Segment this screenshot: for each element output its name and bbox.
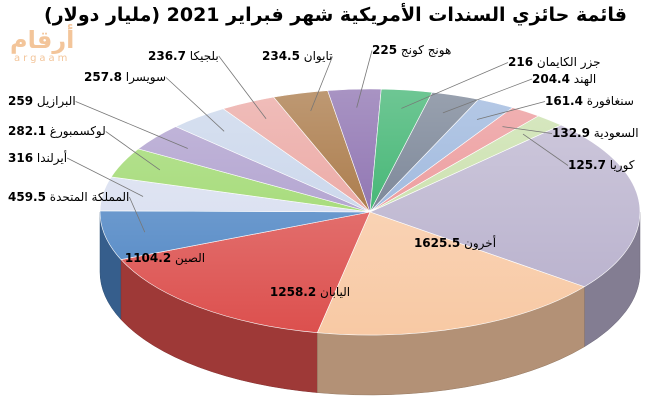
leader-line	[165, 77, 225, 132]
slice-value: 257.8	[84, 70, 122, 84]
slice-value: 216	[508, 55, 533, 69]
slice-name: اليابان	[316, 285, 350, 299]
slice-label: بلجيكا 236.7	[148, 49, 219, 63]
slice-value: 236.7	[148, 49, 186, 63]
slice-label: هونج كونج 225	[372, 43, 451, 58]
logo-arabic-text: أرقام	[10, 26, 75, 54]
slice-label: سويسرا 257.8	[84, 70, 166, 85]
slice-value: 259	[8, 94, 33, 108]
slice-label: المملكة المتحدة 459.5	[8, 190, 129, 204]
slice-label: أخرون 1625.5	[414, 235, 496, 251]
leader-line	[476, 101, 546, 120]
slice-label: الهند 204.4	[532, 72, 596, 86]
slice-name: الهند	[570, 72, 596, 86]
slice-name: لوكسمبورغ	[46, 124, 106, 139]
slice-label: كوريا 125.7	[568, 158, 635, 173]
leader-line	[75, 101, 188, 149]
leader-line	[522, 133, 569, 166]
leader-line	[66, 157, 144, 197]
slice-name: بلجيكا	[186, 49, 219, 63]
leader-line	[218, 55, 267, 120]
slice-name: أخرون	[460, 235, 496, 251]
slice-label: البرازيل 259	[8, 94, 76, 109]
slice-name: الصين	[171, 251, 205, 266]
slice-label: اليابان 1258.2	[270, 285, 350, 299]
slice-value: 204.4	[532, 72, 570, 86]
slice-name: سنغافورة	[583, 94, 634, 109]
leader-line	[310, 56, 333, 112]
leader-line	[356, 50, 373, 108]
slice-name: سويسرا	[122, 70, 166, 85]
slice-label: جزر الكايمان 216	[508, 55, 601, 70]
slice-name: البرازيل	[33, 94, 76, 109]
slice-value: 1625.5	[414, 236, 460, 250]
slice-label: سنغافورة 161.4	[545, 94, 634, 109]
slice-name: هونج كونج	[397, 43, 451, 58]
slice-value: 1258.2	[270, 285, 316, 299]
slice-name: السعودية	[590, 126, 639, 141]
leader-line	[502, 126, 553, 134]
slice-name: المملكة المتحدة	[46, 190, 129, 204]
slice-value: 125.7	[568, 158, 606, 172]
slice-label: السعودية 132.9	[552, 126, 639, 141]
slice-value: 161.4	[545, 94, 583, 108]
leader-lines	[66, 50, 569, 233]
pie-slices	[99, 88, 641, 336]
slice-value: 282.1	[8, 124, 46, 138]
slice-name: كوريا	[606, 158, 635, 173]
slice-name: جزر الكايمان	[533, 55, 600, 70]
slice-value: 1104.2	[125, 251, 171, 265]
leader-line	[401, 62, 509, 109]
slice-name: أيرلندا	[33, 150, 67, 166]
leader-line	[129, 196, 146, 233]
slice-value: 316	[8, 151, 33, 165]
slice-name: تايوان	[300, 49, 333, 64]
pie-sides	[99, 211, 641, 396]
pie-gloss	[100, 89, 640, 335]
leader-line	[442, 78, 533, 114]
argaam-logo: أرقام argaam	[6, 26, 86, 66]
slice-value: 459.5	[8, 190, 46, 204]
slice-label: تايوان 234.5	[262, 49, 332, 64]
slice-value: 225	[372, 43, 397, 57]
leader-line	[105, 131, 161, 171]
slice-label: أيرلندا 316	[8, 150, 67, 166]
slice-value: 132.9	[552, 126, 590, 140]
slice-label: الصين 1104.2	[125, 251, 205, 266]
slice-value: 234.5	[262, 49, 300, 63]
chart-title: قائمة حائزي السندات الأمريكية شهر فبراير…	[44, 4, 627, 26]
logo-latin-text: argaam	[14, 53, 71, 64]
slice-label: لوكسمبورغ 282.1	[8, 124, 106, 139]
